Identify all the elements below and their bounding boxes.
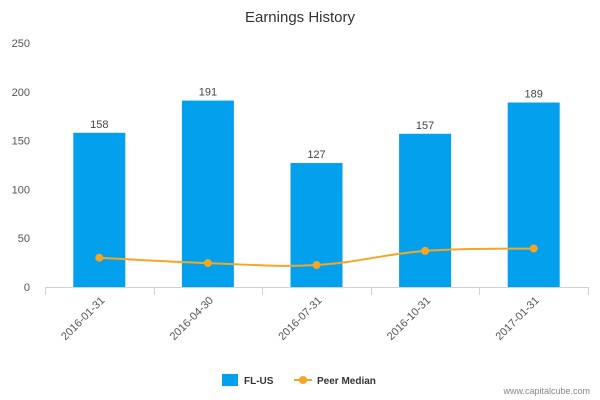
y-tick-label: 100 [12,184,30,196]
legend-swatch-peer-median-marker [299,376,307,384]
bar [73,132,126,287]
x-tick-label: 2017-01-31 [494,295,542,343]
bar-data-label: 157 [416,120,434,132]
bar [399,133,452,287]
legend-label-fl-us: FL-US [244,376,274,387]
x-tick-label: 2016-01-31 [59,295,107,343]
y-tick-label: 0 [24,282,30,294]
y-tick-label: 250 [12,38,30,50]
y-tick-label: 50 [18,233,30,245]
bar [181,100,234,287]
legend-swatch-fl-us [222,374,238,386]
peer-median-point [312,261,321,270]
bar-data-label: 191 [199,87,217,99]
legend-label-peer-median: Peer Median [317,376,376,387]
bar-data-label: 189 [525,89,543,101]
bar [507,102,560,287]
chart-title: Earnings History [245,9,356,26]
x-tick-label: 2016-10-31 [385,295,433,343]
y-axis: 0 50 100 150 200 250 [12,38,30,294]
bar-data-label: 127 [307,149,325,161]
legend: FL-US Peer Median [222,374,376,387]
y-tick-label: 200 [12,87,30,99]
x-tick-label: 2016-04-30 [168,295,216,343]
line-series [95,244,538,270]
x-tick-label: 2016-07-31 [276,295,324,343]
peer-median-point [95,253,104,262]
peer-median-point [529,244,538,253]
bar-data-label: 158 [90,119,108,131]
bar-series: 158 191 127 157 189 [73,87,560,287]
credit-text: www.capitalcube.com [502,386,590,396]
x-axis: 2016-01-31 2016-04-30 2016-07-31 2016-10-31… [45,287,589,343]
peer-median-point [203,259,212,268]
y-tick-label: 150 [12,136,30,148]
peer-median-point [421,246,430,255]
